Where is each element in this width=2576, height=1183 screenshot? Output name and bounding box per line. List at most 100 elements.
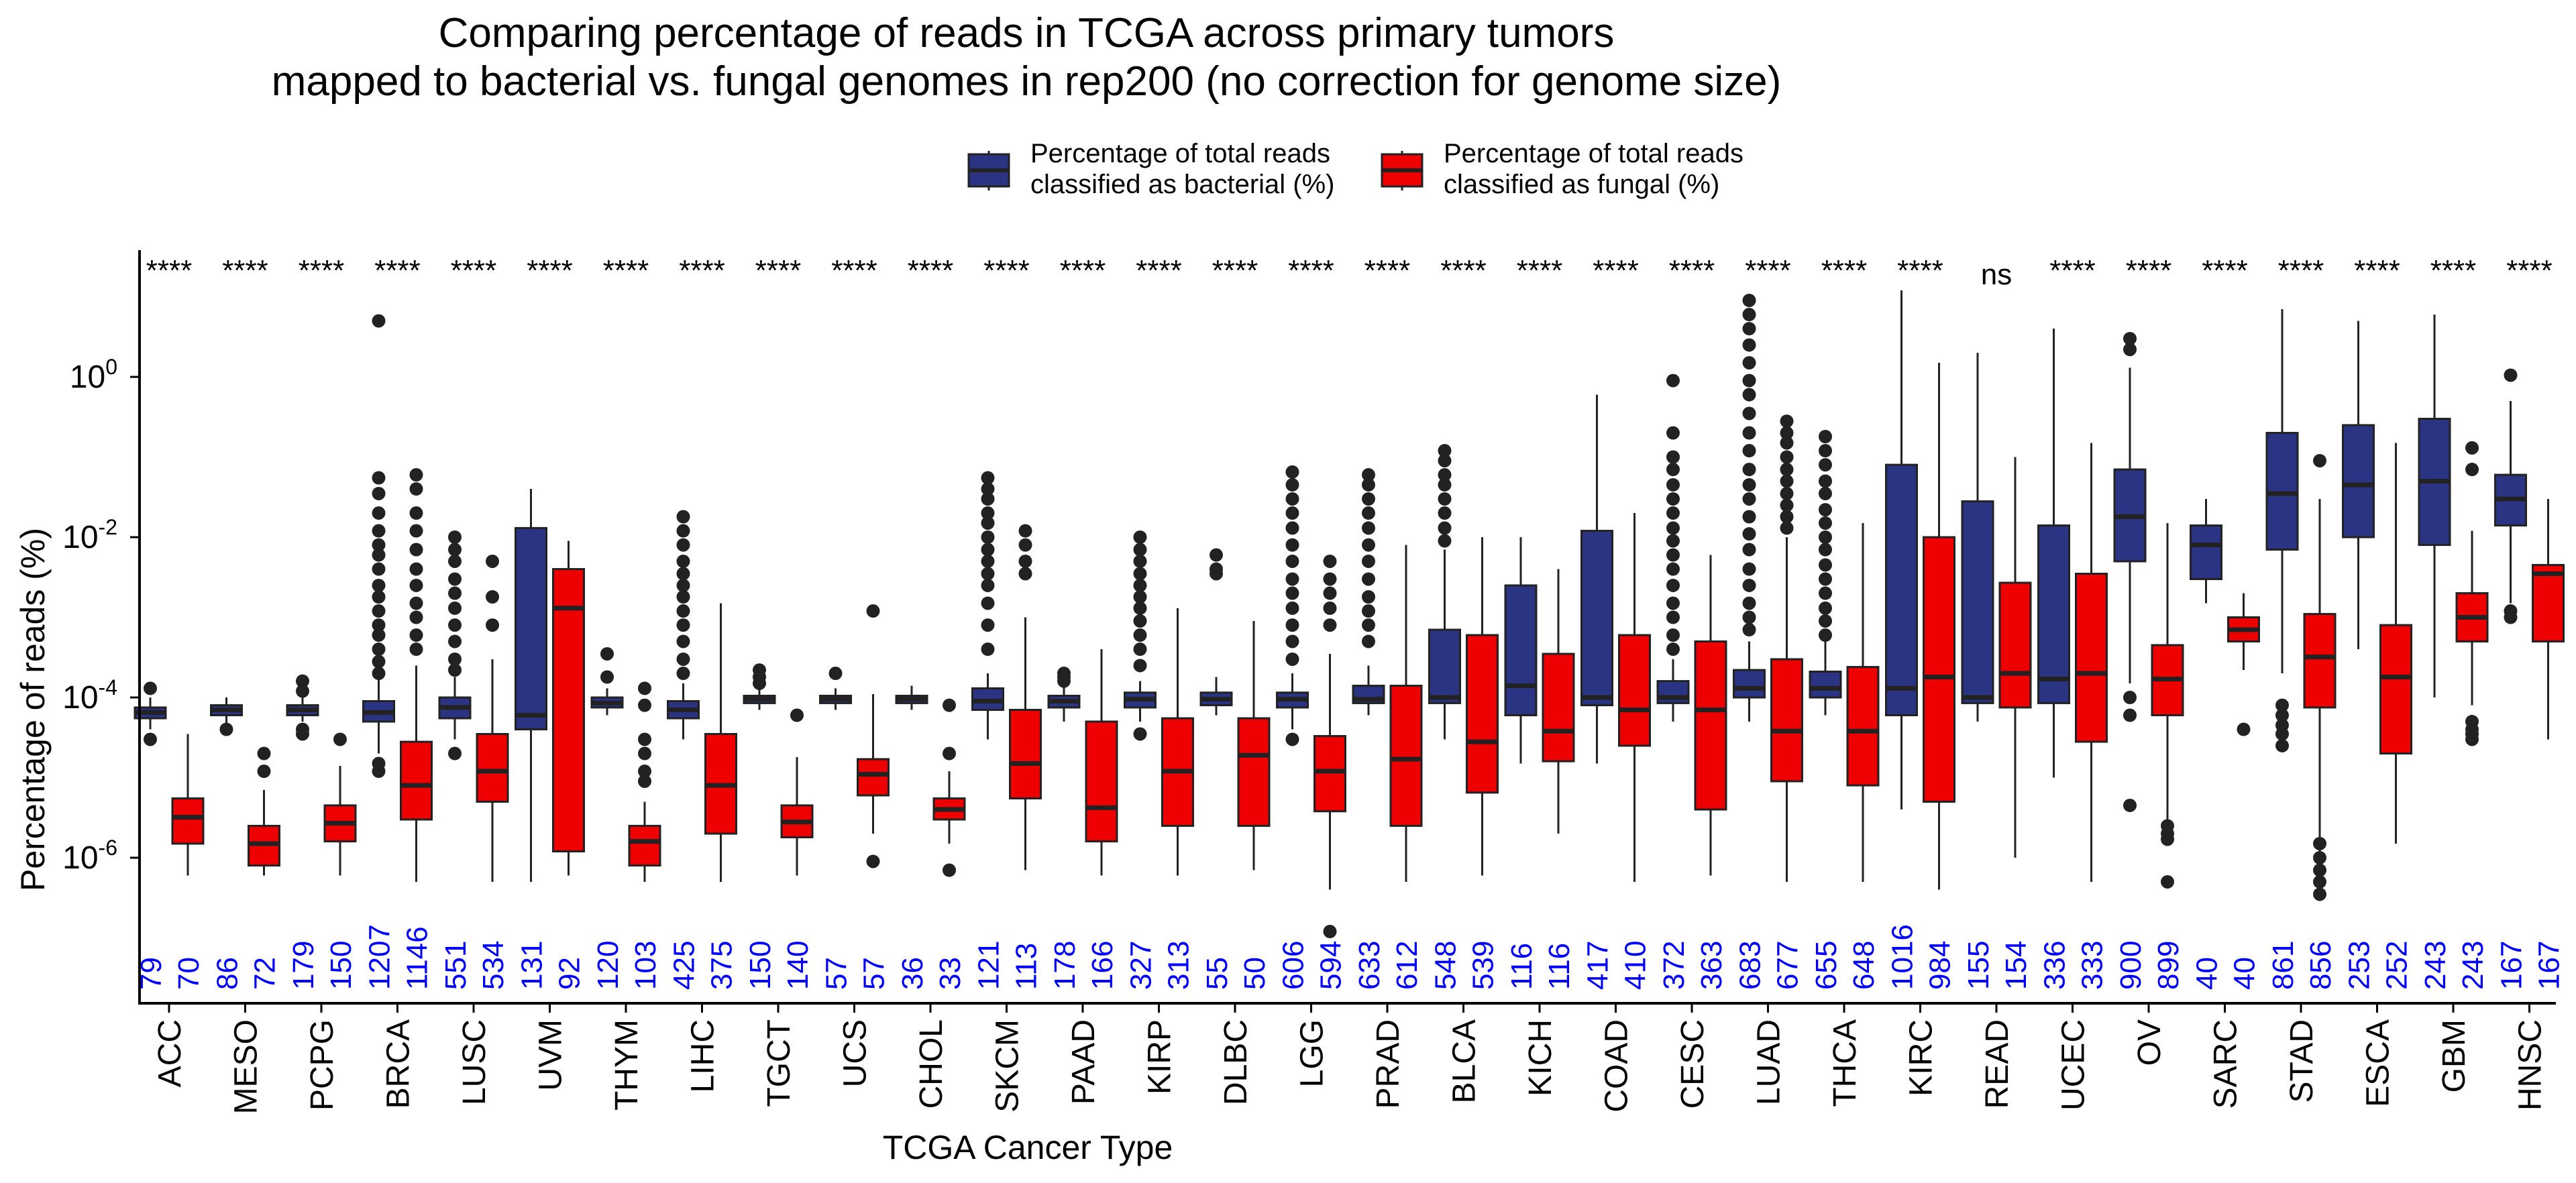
outlier-point bbox=[1819, 486, 1832, 500]
iqr-box bbox=[552, 568, 585, 853]
category-group-skcm: **** 121 113 SKCM bbox=[971, 254, 1043, 1113]
outlier-point bbox=[372, 471, 386, 485]
outlier-point bbox=[372, 486, 386, 500]
x-tick-label: BLCA bbox=[1447, 1019, 1483, 1103]
outlier-point bbox=[1742, 492, 1756, 506]
outlier-point bbox=[409, 628, 423, 642]
bacterial-box-blca: 548 bbox=[1428, 444, 1462, 990]
sample-count-fungal: 677 bbox=[1772, 941, 1805, 990]
significance-label: **** bbox=[299, 254, 345, 287]
x-tick-label: KIRC bbox=[1904, 1019, 1939, 1096]
bacterial-box-hnsc: 167 bbox=[2494, 368, 2528, 990]
fungal-box-acc: 70 bbox=[171, 734, 205, 990]
sample-count-fungal: 57 bbox=[858, 957, 891, 990]
sample-count-bacterial: 372 bbox=[1658, 941, 1690, 990]
outlier-point bbox=[372, 524, 386, 538]
outlier-point bbox=[448, 663, 462, 677]
outlier-point bbox=[1780, 450, 1794, 464]
x-tick-label: PAAD bbox=[1066, 1019, 1102, 1105]
outlier-point bbox=[676, 554, 690, 568]
fungal-box-kich: 116 bbox=[1542, 569, 1576, 990]
outlier-point bbox=[638, 774, 651, 788]
iqr-box bbox=[1313, 735, 1346, 813]
outlier-point bbox=[1323, 618, 1337, 632]
outlier-point bbox=[1438, 477, 1452, 492]
iqr-box bbox=[1998, 581, 2032, 709]
category-group-luad: **** 683 677 LUAD bbox=[1733, 254, 1805, 1105]
iqr-box bbox=[1580, 530, 1613, 707]
iqr-box bbox=[1504, 584, 1538, 717]
outlier-point bbox=[1133, 543, 1147, 557]
outlier-point bbox=[1819, 628, 1832, 642]
outlier-point bbox=[372, 618, 386, 632]
outlier-point bbox=[372, 667, 386, 681]
category-group-thym: **** 120 103 THYM bbox=[590, 254, 662, 1111]
sample-count-fungal: 648 bbox=[1847, 941, 1880, 990]
iqr-box bbox=[1961, 500, 1994, 704]
outlier-point bbox=[1742, 355, 1756, 370]
sample-count-fungal: 899 bbox=[2152, 941, 2185, 990]
outlier-point bbox=[981, 567, 995, 581]
outlier-point bbox=[486, 618, 499, 632]
x-tick-label: TGCT bbox=[761, 1019, 797, 1107]
outlier-point bbox=[409, 482, 423, 496]
outlier-point bbox=[981, 543, 995, 557]
significance-label: **** bbox=[451, 254, 497, 287]
y-tick-label: 100 bbox=[70, 355, 117, 395]
sample-count-fungal: 856 bbox=[2304, 941, 2337, 990]
outlier-point bbox=[1742, 426, 1756, 440]
outlier-point bbox=[219, 722, 233, 736]
outlier-point bbox=[448, 601, 462, 615]
outlier-point bbox=[1666, 642, 1680, 657]
sample-count-bacterial: 417 bbox=[1582, 941, 1615, 990]
sample-count-bacterial: 155 bbox=[1962, 941, 1995, 990]
iqr-box bbox=[476, 732, 509, 803]
outlier-point bbox=[1133, 727, 1147, 741]
sample-count-bacterial: 336 bbox=[2039, 941, 2072, 990]
outlier-point bbox=[1285, 506, 1299, 520]
outlier-point bbox=[372, 562, 386, 576]
outlier-point bbox=[448, 530, 462, 544]
outlier-point bbox=[638, 765, 651, 779]
sample-count-fungal: 70 bbox=[172, 957, 205, 990]
sample-count-fungal: 50 bbox=[1238, 957, 1271, 990]
category-group-coad: **** 417 410 COAD bbox=[1580, 254, 1652, 1113]
fungal-box-thym: 103 bbox=[628, 681, 662, 990]
outlier-point bbox=[1819, 572, 1832, 586]
outlier-point bbox=[1362, 634, 1375, 649]
category-group-blca: **** 548 539 BLCA bbox=[1428, 254, 1500, 1103]
x-tick-label: PCPG bbox=[305, 1019, 340, 1111]
legend-bacterial: Percentage of total reads classified as … bbox=[967, 139, 1335, 199]
outlier-point bbox=[1133, 589, 1147, 604]
category-group-thca: **** 655 648 THCA bbox=[1809, 254, 1880, 1107]
iqr-box bbox=[1466, 634, 1499, 794]
fungal-box-blca: 539 bbox=[1466, 537, 1500, 990]
outlier-point bbox=[2275, 727, 2289, 741]
outlier-point bbox=[981, 492, 995, 506]
sample-count-fungal: 116 bbox=[1543, 943, 1576, 990]
bacterial-box-prad: 633 bbox=[1352, 468, 1386, 990]
iqr-box bbox=[515, 526, 547, 731]
sample-count-bacterial: 178 bbox=[1049, 941, 1081, 990]
outlier-point bbox=[1285, 521, 1299, 535]
outlier-point bbox=[2123, 798, 2137, 812]
outlier-point bbox=[448, 746, 462, 760]
legend-fungal-label-line2: classified as fungal (%) bbox=[1444, 170, 1719, 199]
outlier-point bbox=[372, 506, 386, 520]
significance-label: **** bbox=[1517, 254, 1563, 287]
outlier-point bbox=[1742, 293, 1756, 307]
outlier-point bbox=[1742, 543, 1756, 557]
outlier-point bbox=[1438, 444, 1452, 458]
outlier-point bbox=[1210, 548, 1223, 562]
x-tick-label: UCS bbox=[838, 1019, 873, 1087]
significance-label: **** bbox=[2354, 254, 2400, 287]
outlier-point bbox=[981, 471, 995, 485]
outlier-point bbox=[448, 543, 462, 557]
significance-label: **** bbox=[2049, 254, 2096, 287]
x-tick-label: SARC bbox=[2208, 1019, 2244, 1109]
sample-count-bacterial: 861 bbox=[2267, 941, 2300, 990]
significance-label: **** bbox=[908, 254, 954, 287]
outlier-point bbox=[409, 524, 423, 538]
outlier-point bbox=[1438, 521, 1452, 535]
outlier-point bbox=[1323, 572, 1337, 586]
